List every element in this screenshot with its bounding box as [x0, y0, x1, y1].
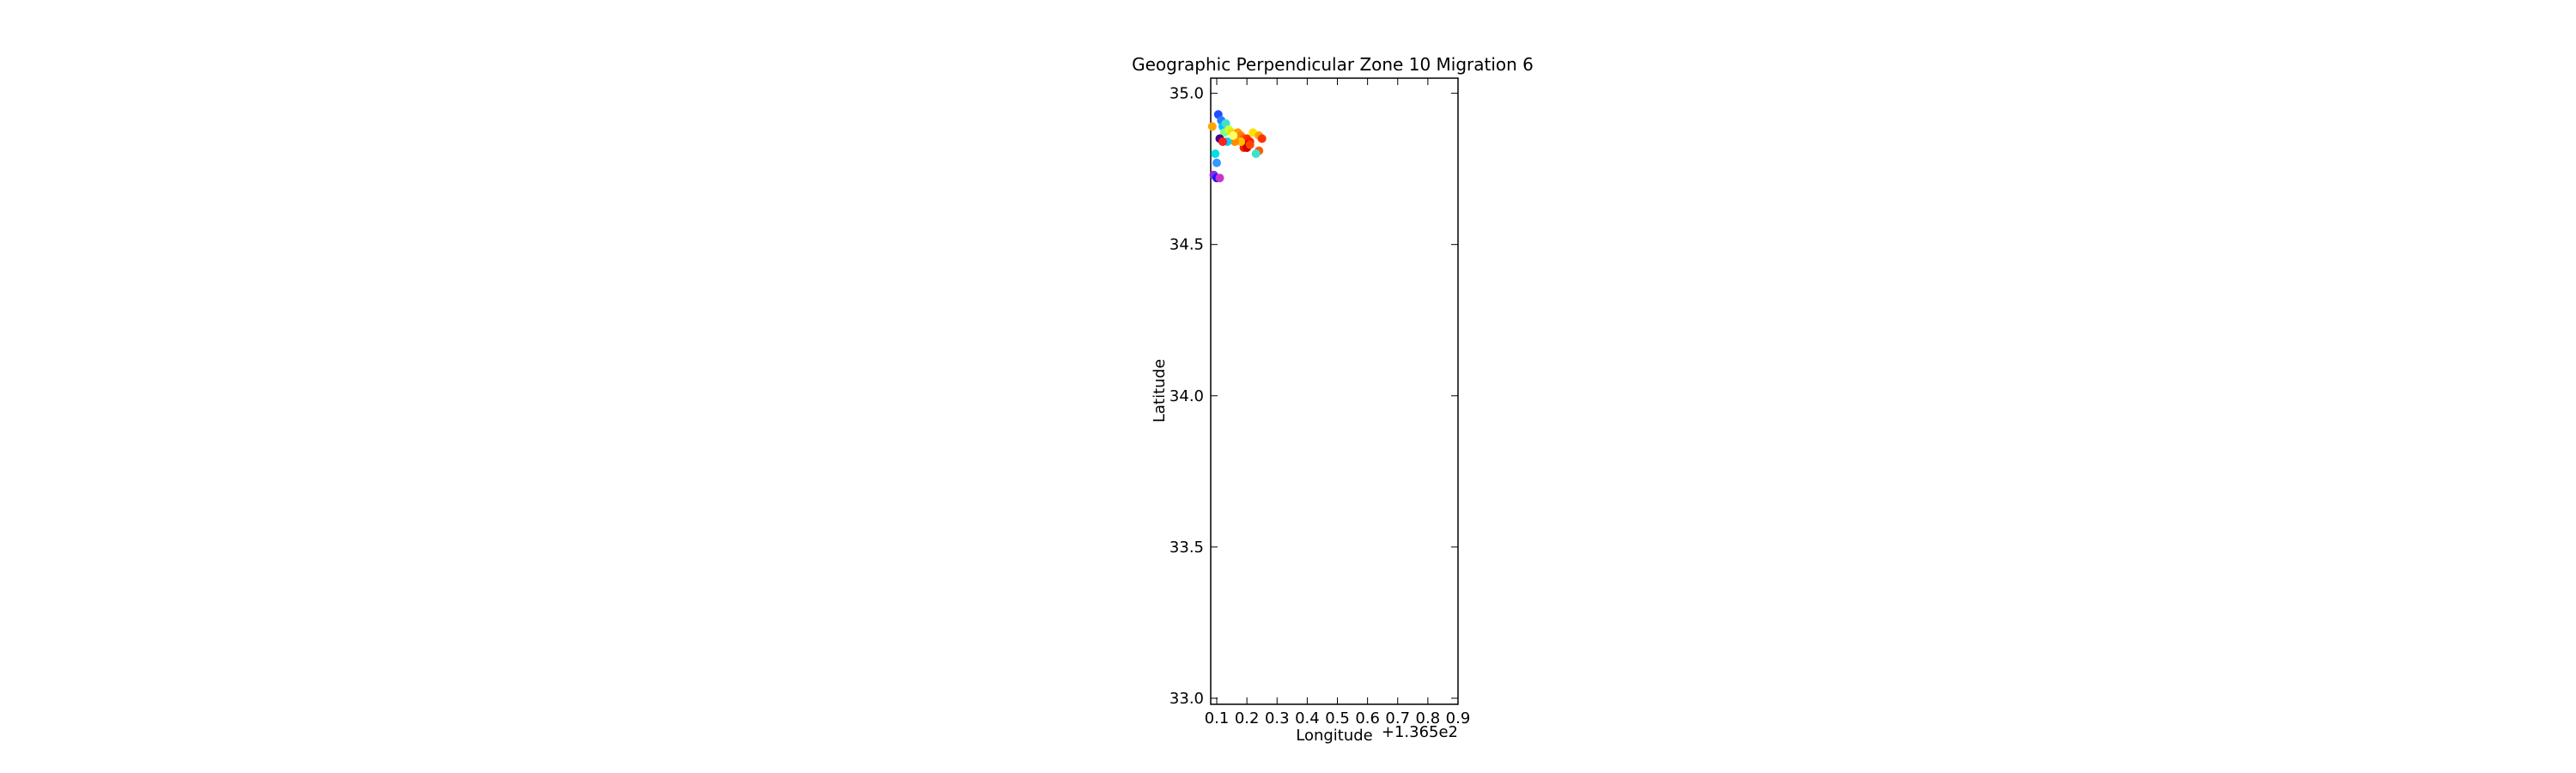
- x-axis-label: Longitude: [1296, 727, 1373, 745]
- data-point: [1218, 137, 1227, 146]
- x-tick-label: 0.3: [1265, 709, 1290, 727]
- y-tick-label: 33.0: [1170, 690, 1204, 708]
- x-axis: 0.1 0.2 0.3 0.4 0.5 0.6 0.7 0.8 0.9: [1205, 78, 1471, 727]
- y-tick-label: 35.0: [1170, 85, 1204, 103]
- chart-title: Geographic Perpendicular Zone 10 Migrati…: [1132, 54, 1534, 75]
- y-tick-label: 34.0: [1170, 387, 1204, 405]
- data-point: [1229, 131, 1238, 140]
- data-point: [1257, 134, 1267, 143]
- data-point: [1251, 149, 1261, 158]
- data-point: [1211, 149, 1220, 158]
- x-tick-label: 0.6: [1355, 709, 1380, 727]
- x-tick-label: 0.4: [1295, 709, 1320, 727]
- x-tick-label: 0.8: [1416, 709, 1441, 727]
- y-tick-label: 33.5: [1170, 539, 1204, 557]
- x-axis-offset-label: +1.365e2: [1382, 723, 1458, 741]
- data-points: [1207, 110, 1267, 183]
- x-tick-label: 0.5: [1325, 709, 1350, 727]
- plot-area: [1210, 77, 1459, 705]
- y-tick-label: 34.5: [1170, 236, 1204, 254]
- data-point: [1245, 140, 1255, 149]
- data-point: [1207, 122, 1217, 131]
- x-tick-label: 0.9: [1446, 709, 1471, 727]
- x-tick-label: 0.7: [1385, 709, 1410, 727]
- data-point: [1212, 158, 1221, 167]
- y-axis: 33.0 33.5 34.0 34.5 35.0: [1170, 85, 1458, 708]
- data-point: [1215, 173, 1224, 183]
- x-tick-label: 0.1: [1205, 709, 1230, 727]
- data-point: [1236, 137, 1246, 146]
- x-tick-label: 0.2: [1235, 709, 1260, 727]
- y-axis-label: Latitude: [1151, 359, 1169, 423]
